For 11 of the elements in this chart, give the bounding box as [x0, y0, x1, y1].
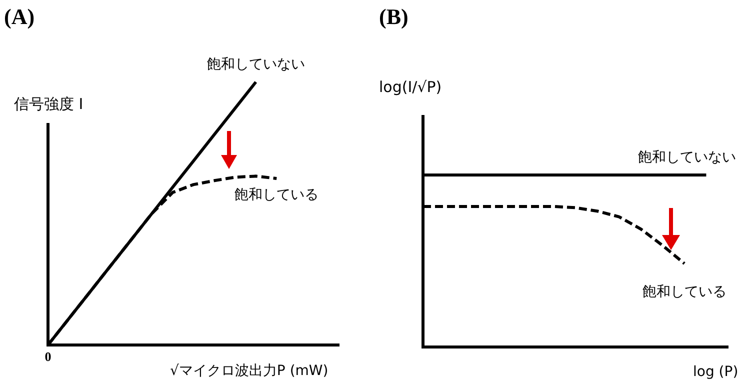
chart-title: (B)	[379, 4, 408, 30]
text: 0	[44, 348, 52, 364]
x-axis-title: log (P)	[693, 364, 738, 380]
series-label: 飽和していない	[206, 56, 305, 73]
series-label: 飽和していない	[638, 150, 736, 166]
chart-title: (A)	[4, 4, 35, 30]
x-axis-title: √マイクロ波出力P (mW)	[170, 362, 328, 380]
text: 飽和している	[642, 284, 726, 300]
series-label: 飽和している	[234, 187, 319, 204]
y-axis-title: 信号強度 I	[14, 95, 84, 114]
y-axis-title: log(I/√P)	[379, 78, 442, 96]
